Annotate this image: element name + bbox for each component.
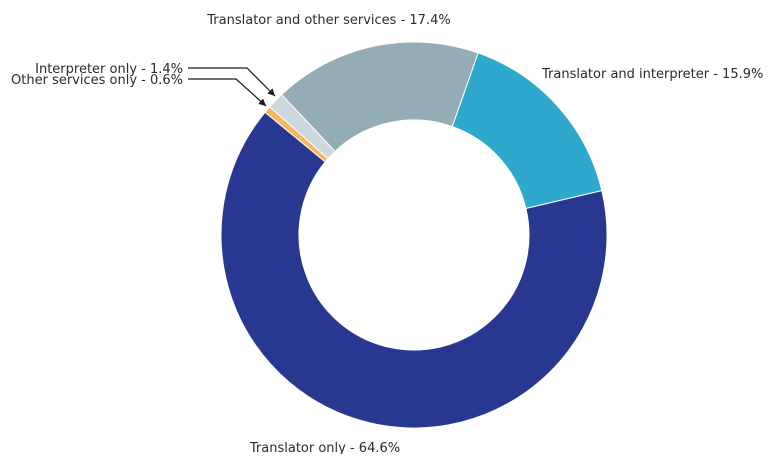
label-interpreter-only: Interpreter only - 1.4% <box>35 62 183 77</box>
labels-group: Translator only - 64.6% Translator and in… <box>11 13 763 456</box>
label-translator-only: Translator only - 64.6% <box>249 441 400 454</box>
label-other-services-only: Other services only - 0.6% <box>11 73 183 88</box>
slice-translator-only <box>220 111 608 429</box>
label-translator-and-other-services: Translator and other services - 17.4% <box>206 13 450 28</box>
slices-group <box>220 41 608 429</box>
leader-line-other-services-only <box>188 78 267 107</box>
leader-line-interpreter-only <box>188 67 276 97</box>
leader-lines-group <box>188 67 276 107</box>
label-translator-and-interpreter: Translator and interpreter - 15.9% <box>541 67 763 82</box>
slice-translator-and-other-services <box>280 41 479 153</box>
